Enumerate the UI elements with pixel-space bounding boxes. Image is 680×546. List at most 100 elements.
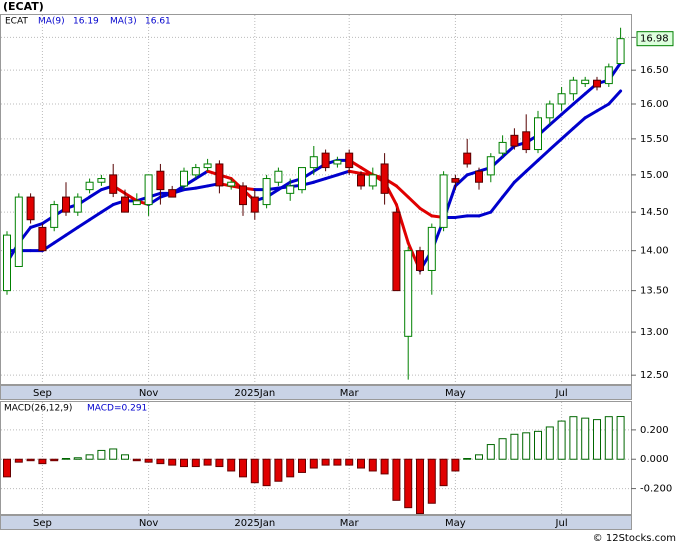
- x-tick-label: 2025Jan: [234, 518, 275, 529]
- macd-bar: [534, 430, 542, 460]
- candle-body: [156, 170, 165, 191]
- candle-body: [14, 196, 23, 267]
- macd-bar: [14, 458, 23, 463]
- legend-value: 16.19: [73, 17, 99, 27]
- macd-bar: [203, 458, 212, 466]
- macd-bar: [109, 448, 118, 460]
- ma-line: [595, 102, 611, 113]
- macd-bar: [274, 458, 283, 482]
- ma-line: [335, 169, 351, 177]
- macd-bar: [345, 458, 354, 466]
- macd-bar: [38, 458, 47, 465]
- candle-body: [416, 250, 424, 271]
- candle-body: [286, 185, 295, 194]
- x-tick-label: Mar: [340, 518, 360, 529]
- candle-body: [50, 204, 59, 228]
- y-tick-label: 13.00: [640, 327, 669, 338]
- candle-body: [62, 196, 70, 213]
- x-tick-label: Sep: [33, 388, 52, 399]
- ma-line: [182, 186, 198, 192]
- macd-bar: [475, 454, 483, 460]
- macd-bar: [168, 458, 177, 466]
- ma-line: [194, 169, 210, 181]
- ma-line: [347, 169, 363, 175]
- candle-body: [545, 103, 554, 119]
- macd-label: MACD=0.291: [87, 404, 147, 414]
- macd-bar: [368, 458, 377, 472]
- ma-line: [607, 89, 623, 106]
- macd-bar: [616, 416, 625, 460]
- candle-body: [180, 170, 188, 187]
- y-tick-label: 15.50: [640, 134, 669, 145]
- macd-bar: [427, 458, 436, 504]
- candle-body: [569, 79, 578, 95]
- candle-body: [498, 141, 507, 154]
- macd-bar: [498, 438, 507, 460]
- candle-body: [486, 156, 495, 176]
- ma-line: [512, 169, 528, 184]
- ma-line: [123, 191, 139, 203]
- ma-line: [560, 126, 575, 141]
- macd-bar: [191, 458, 200, 468]
- header: (ECAT): [3, 0, 44, 13]
- macd-bar: [132, 458, 141, 462]
- candle-body: [380, 163, 389, 194]
- ma-line: [359, 166, 375, 177]
- x-tick-label: Jul: [555, 388, 568, 399]
- macd-bar: [569, 416, 578, 460]
- ma-line: [548, 137, 564, 152]
- macd-bar: [557, 420, 566, 460]
- ma-line: [194, 184, 210, 190]
- candle-body: [227, 181, 236, 187]
- macd-bar: [439, 458, 448, 487]
- candle-body: [85, 181, 94, 191]
- y-tick-label: 0.200: [640, 425, 669, 436]
- legend-label: MA(3): [110, 17, 137, 27]
- macd-bar: [73, 457, 82, 460]
- y-tick-label: 13.50: [640, 286, 669, 297]
- ma-line: [394, 184, 410, 199]
- macd-bar: [451, 458, 460, 472]
- macd-bar: [333, 458, 342, 466]
- ma-line: [52, 233, 68, 245]
- candle-body: [298, 167, 306, 191]
- y-tick-label: 0.000: [640, 454, 669, 465]
- candle-body: [439, 174, 448, 228]
- ma-line: [560, 102, 575, 116]
- x-tick-label: Nov: [139, 518, 159, 529]
- candle-body: [250, 196, 259, 213]
- candle-body: [26, 196, 35, 221]
- macd-bar: [227, 458, 236, 472]
- ma-line: [324, 173, 339, 181]
- candle-body: [203, 163, 212, 169]
- legend-value: 16.61: [145, 17, 171, 27]
- candle-body: [427, 226, 436, 271]
- candle-body: [604, 66, 613, 85]
- candle-body: [121, 196, 129, 213]
- y-tick-label: 14.50: [640, 207, 669, 218]
- candle-body: [321, 152, 330, 169]
- x-tick-label: 2025Jan: [234, 388, 275, 399]
- macd-bar: [85, 454, 94, 460]
- macd-bar: [321, 458, 330, 466]
- macd-bar: [416, 458, 424, 515]
- candle-body: [616, 38, 625, 65]
- candle-body: [345, 152, 354, 169]
- candle-body: [522, 131, 531, 151]
- price-tag-label: 16.98: [640, 34, 669, 45]
- macd-bar: [144, 458, 153, 463]
- macd-bar: [392, 458, 401, 501]
- ma-line: [571, 92, 587, 106]
- ma-line: [29, 222, 44, 229]
- candle-body: [534, 117, 542, 151]
- macd-bar: [286, 458, 295, 478]
- legend-label: MA(9): [38, 17, 65, 27]
- candle-body: [3, 234, 11, 292]
- ma-line: [394, 203, 410, 245]
- macd-bar: [604, 416, 613, 460]
- x-tick-label: Sep: [33, 518, 52, 529]
- price-panel: [0, 14, 632, 385]
- ma-line: [453, 214, 469, 219]
- macd-bar: [463, 458, 472, 460]
